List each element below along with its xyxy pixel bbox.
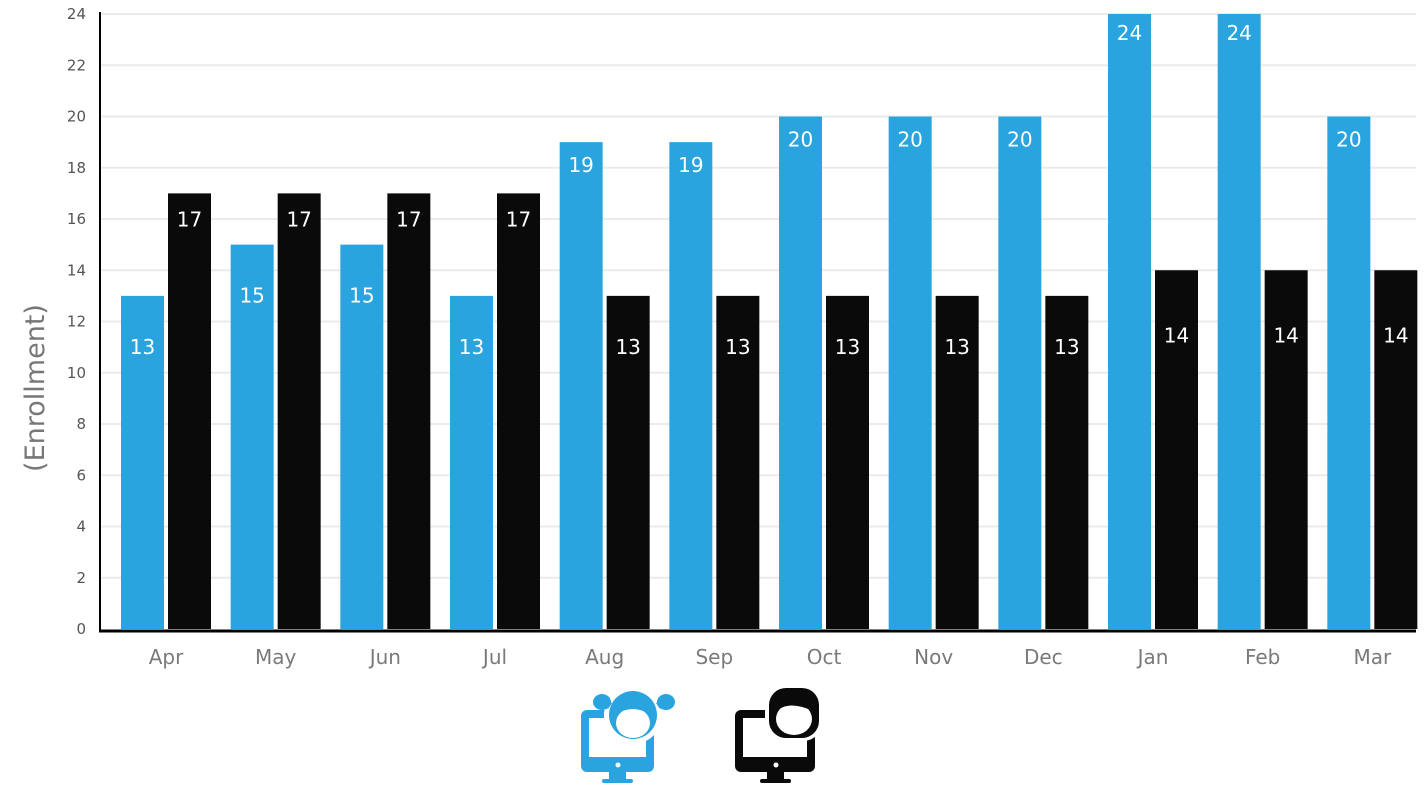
bar — [716, 295, 760, 629]
bar-data-label: 13 — [944, 335, 969, 359]
bar — [168, 193, 211, 629]
bar — [1045, 295, 1089, 629]
y-tick-label: 20 — [67, 108, 86, 126]
x-tick-label: Apr — [149, 645, 184, 669]
bar-data-label: 24 — [1117, 21, 1142, 45]
x-tick-label: May — [255, 645, 297, 669]
y-tick-label: 4 — [76, 518, 86, 536]
bar-data-label: 17 — [177, 207, 202, 231]
y-tick-label: 12 — [67, 313, 86, 331]
bar — [450, 295, 493, 629]
bar-data-label: 15 — [239, 284, 264, 308]
axes — [99, 12, 1416, 633]
x-tick-label: Mar — [1353, 645, 1392, 669]
bar-data-label: 13 — [1054, 335, 1079, 359]
x-tick-label: Oct — [807, 645, 842, 669]
bar-data-label: 15 — [349, 284, 374, 308]
bar-data-label: 20 — [897, 128, 922, 152]
x-tick-label: Jan — [1136, 645, 1169, 669]
x-tick-label: Aug — [585, 645, 624, 669]
x-tick-label: Jun — [368, 645, 401, 669]
bar — [888, 116, 932, 629]
bar — [998, 116, 1042, 629]
bar-data-label: 19 — [678, 153, 703, 177]
bar-data-label: 17 — [286, 207, 311, 231]
bar — [1327, 116, 1371, 629]
bar — [1217, 14, 1261, 629]
bars: 13 17 15 17 15 17 13 17 19 13 19 13 20 13 20 13 20 13 24 14… — [121, 14, 1418, 629]
bar — [1155, 270, 1198, 629]
bar-data-label: 14 — [1273, 323, 1298, 347]
bar — [340, 244, 384, 629]
y-tick-label: 2 — [76, 569, 86, 587]
bar-data-label: 24 — [1226, 21, 1251, 45]
bar — [277, 193, 321, 629]
bar — [1108, 14, 1151, 629]
bar-data-label: 13 — [130, 335, 155, 359]
bar — [559, 142, 603, 629]
y-tick-label: 14 — [67, 261, 86, 279]
bar-data-label: 19 — [568, 153, 593, 177]
bar — [121, 295, 164, 629]
x-tick-label: Jul — [481, 645, 507, 669]
bar — [230, 244, 274, 629]
y-tick-label: 16 — [67, 210, 86, 228]
x-tick-label: Sep — [695, 645, 733, 669]
x-tick-label: Nov — [914, 645, 953, 669]
y-tick-label: 8 — [76, 415, 86, 433]
girl-computer-icon — [581, 686, 675, 783]
bar — [1374, 270, 1418, 629]
y-axis-label: (Enrollment) — [20, 304, 51, 472]
bar — [387, 193, 431, 629]
bar-data-label: 20 — [1336, 128, 1361, 152]
bar-data-label: 17 — [396, 207, 421, 231]
bar — [779, 116, 822, 629]
y-tick-label: 0 — [76, 620, 86, 638]
bar-data-label: 13 — [459, 335, 484, 359]
bar-data-label: 20 — [788, 128, 813, 152]
bar-data-label: 13 — [615, 335, 640, 359]
y-tick-label: 18 — [67, 159, 86, 177]
y-tick-label: 10 — [67, 364, 86, 382]
x-tick-labels: Apr May Jun Jul Aug Sep Oct Nov Dec Jan Feb Mar — [149, 645, 1392, 669]
boy-computer-icon — [735, 685, 823, 783]
bar-data-label: 14 — [1383, 323, 1408, 347]
y-tick-label: 6 — [76, 466, 86, 484]
bar-data-label: 17 — [506, 207, 531, 231]
bar — [826, 295, 869, 629]
bar — [669, 142, 713, 629]
y-tick-label: 22 — [67, 56, 86, 74]
bar-data-label: 13 — [725, 335, 750, 359]
bar — [1264, 270, 1308, 629]
bar — [497, 193, 540, 629]
bar-data-label: 14 — [1164, 323, 1189, 347]
x-tick-label: Dec — [1024, 645, 1063, 669]
bar — [935, 295, 979, 629]
bar — [606, 295, 650, 629]
y-tick-label: 24 — [67, 5, 86, 23]
x-tick-label: Feb — [1245, 645, 1280, 669]
bar-data-label: 13 — [835, 335, 860, 359]
bar-data-label: 20 — [1007, 128, 1032, 152]
